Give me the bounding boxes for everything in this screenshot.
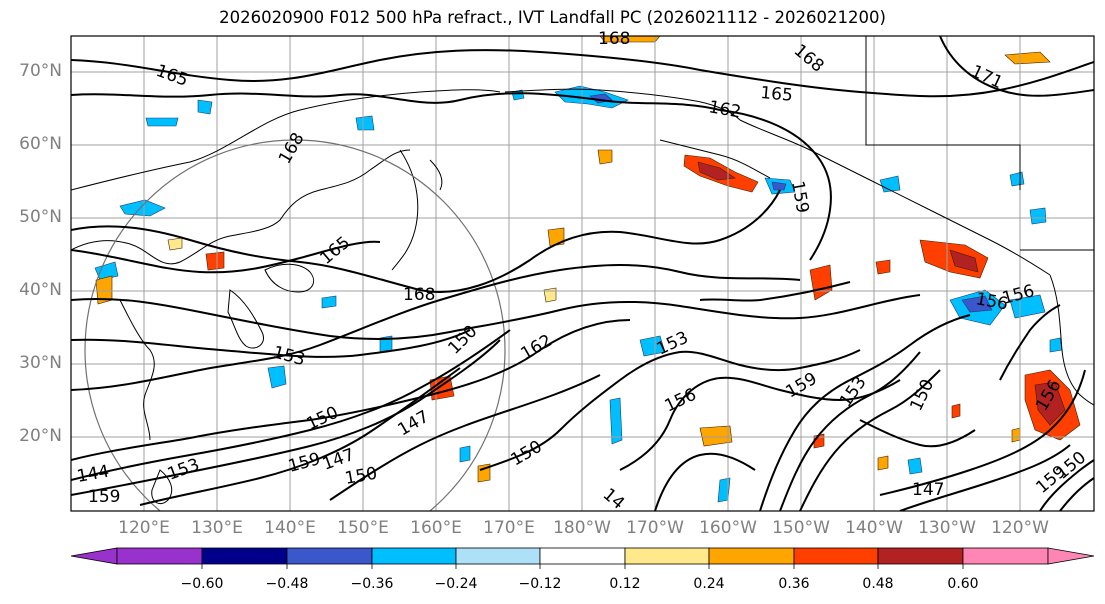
lon-label: 130°E	[191, 518, 243, 538]
colorbar-tick-label: −0.36	[350, 576, 394, 592]
colorbar-segment	[962, 547, 1049, 565]
lat-label: 70°N	[19, 61, 62, 81]
lon-label: 120°E	[118, 518, 170, 538]
colorbar-tick-label: −0.48	[265, 576, 309, 592]
colorbar-tick-label: 0.24	[693, 576, 725, 592]
lat-label: 30°N	[19, 353, 62, 373]
colorbar-segment	[371, 547, 457, 565]
colorbar-tick-label: −0.12	[518, 576, 562, 592]
colorbar-segment	[455, 547, 541, 565]
lon-label: 130°W	[918, 518, 976, 538]
map-frame	[70, 35, 1095, 512]
colorbar-segment	[877, 547, 964, 565]
colorbar-segment	[286, 547, 373, 565]
shading-layer	[94, 36, 1081, 503]
contour-label: 168	[403, 285, 435, 305]
lon-label: 170°W	[626, 518, 684, 538]
lat-label: 20°N	[19, 426, 62, 446]
lon-label: 120°W	[991, 518, 1049, 538]
colorbar-extend-high	[1047, 547, 1095, 565]
lon-label: 150°W	[772, 518, 830, 538]
colorbar-tick-label: −0.24	[434, 576, 478, 592]
map-title: 2026020900 F012 500 hPa refract., IVT La…	[219, 8, 886, 27]
height-contours	[71, 36, 1094, 511]
negative-shading	[94, 85, 1063, 503]
positive-shading	[95, 36, 1081, 483]
contour-label: 159	[88, 487, 120, 507]
lon-label: 140°W	[845, 518, 903, 538]
colorbar	[70, 547, 1095, 569]
colorbar-tick-label: 0.12	[609, 576, 641, 592]
colorbar-tick-label: 0.48	[862, 576, 894, 592]
contour-label: 165	[760, 83, 794, 106]
lon-label: 180°W	[553, 518, 611, 538]
colorbar-segment	[201, 547, 288, 565]
lon-label: 170°E	[483, 518, 535, 538]
colorbar-tick-label: 0.36	[778, 576, 810, 592]
colorbar-segment	[624, 547, 710, 565]
lat-label: 40°N	[19, 280, 62, 300]
lon-label: 160°E	[410, 518, 462, 538]
lat-label: 60°N	[19, 134, 62, 154]
lon-label: 140°E	[264, 518, 316, 538]
colorbar-tick-label: −0.60	[180, 576, 224, 592]
colorbar-extend-low	[70, 547, 118, 565]
colorbar-segment	[116, 547, 203, 565]
lon-label: 160°W	[699, 518, 757, 538]
colorbar-segment	[793, 547, 879, 565]
colorbar-segment	[539, 547, 626, 565]
contour-label: 147	[912, 480, 944, 500]
colorbar-tick-label: 0.60	[947, 576, 979, 592]
lon-label: 150°E	[337, 518, 389, 538]
lat-label: 50°N	[19, 207, 62, 227]
graticule	[71, 36, 1094, 511]
contour-label: 168	[598, 29, 630, 49]
great-circle	[84, 139, 506, 511]
coastlines	[71, 36, 1094, 505]
colorbar-segment	[708, 547, 795, 565]
